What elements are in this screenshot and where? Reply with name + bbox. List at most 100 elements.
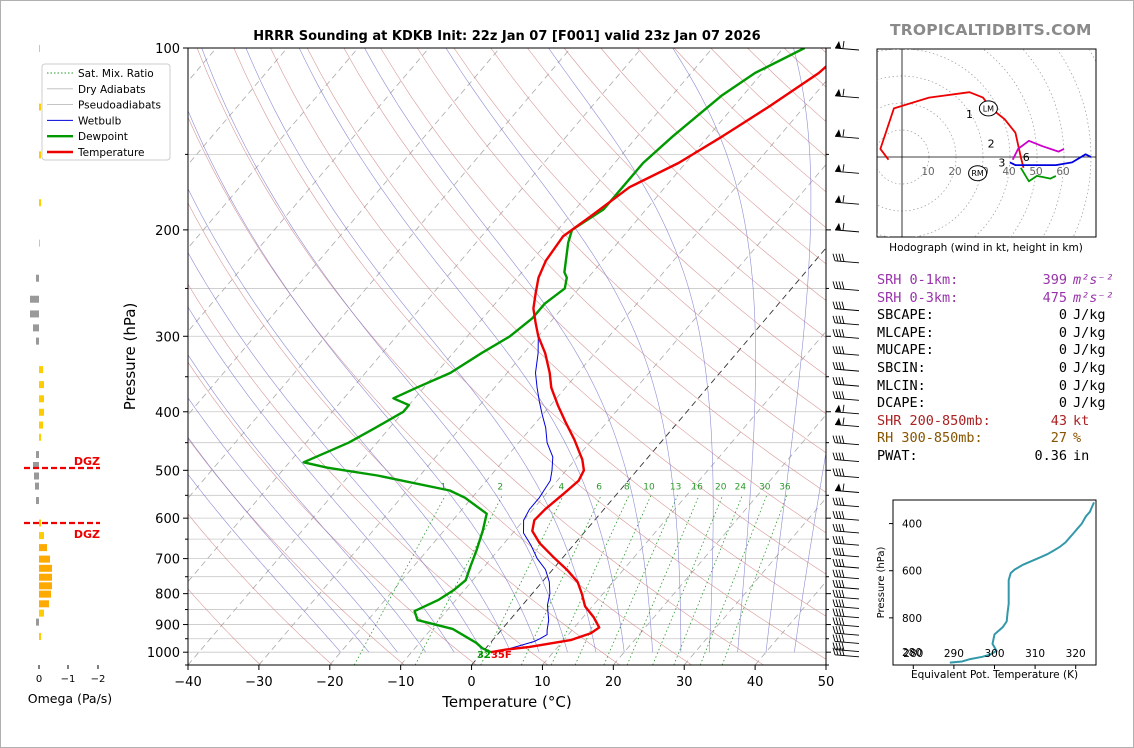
x-tick-label: 50 (818, 675, 835, 690)
wind-barb (832, 511, 860, 521)
surface-dewpoint-label: 32 (477, 650, 491, 661)
x-tick-label: 0 (467, 675, 475, 690)
wind-barb-feather (841, 253, 845, 262)
stats-row: MLCAPE: 0 J/kg (877, 325, 1127, 343)
hodograph-height-marker: 1 (966, 108, 973, 121)
x-tick-label: −20 (316, 675, 343, 690)
hodograph-trace (1020, 167, 1057, 183)
stats-row: SBCAPE: 0 J/kg (877, 307, 1127, 325)
stats-unit: in (1073, 447, 1090, 464)
wind-barb-feather (841, 626, 845, 635)
wind-barb (832, 315, 860, 326)
wind-barb-feather (841, 579, 845, 589)
wind-barb-feather (835, 536, 839, 544)
omega-bar (36, 337, 39, 345)
wind-barb-feather (841, 547, 845, 556)
dry-adiabat (188, 513, 333, 665)
wind-barb-feather (832, 547, 836, 555)
wind-barb-feather (835, 452, 839, 461)
stats-unit: m²s⁻² (1073, 289, 1114, 306)
wind-barb-feather (838, 452, 842, 461)
moist-adiabat (445, 48, 682, 653)
wind-barb (832, 647, 860, 658)
wind-barb (832, 569, 860, 580)
wind-barb (832, 589, 860, 600)
thetae-y-tick-label: 600 (902, 566, 922, 578)
wind-barb-feather (835, 253, 839, 262)
wind-barb-feather (838, 558, 842, 567)
wind-barbs (832, 40, 860, 658)
omega-bar (39, 151, 41, 159)
wind-barb-shaft (834, 383, 860, 387)
x-tick-label: 30 (676, 675, 693, 690)
wind-barb (832, 617, 860, 627)
omega-tick-label: −2 (91, 674, 106, 685)
wind-barb-feather (832, 511, 836, 519)
thetae-plot (949, 501, 1095, 664)
moist-adiabat (201, 48, 568, 653)
wind-barb-feather (835, 468, 839, 476)
legend-entry: Wetbulb (78, 115, 122, 127)
stats-row: SBCIN: 0 J/kg (877, 360, 1127, 378)
wind-barb (832, 253, 860, 264)
wind-barb-feather (838, 599, 842, 608)
isotherm-line (400, 163, 826, 665)
wind-barb-feather (842, 129, 845, 137)
omega-bar (36, 274, 39, 282)
x-tick-label: −30 (245, 675, 272, 690)
legend-entry: Dewpoint (78, 131, 128, 143)
moist-adiabat (188, 251, 483, 653)
moist-adiabat (672, 48, 756, 653)
moist-adiabat (245, 48, 597, 653)
stats-row: MUCAPE: 0 J/kg (877, 342, 1127, 360)
wind-barb (832, 376, 860, 387)
wind-barb-feather (838, 391, 842, 400)
omega-bar (33, 462, 39, 470)
dry-adiabat (188, 202, 621, 665)
wind-barb-feather (838, 435, 842, 444)
wind-barb-shaft (834, 424, 860, 428)
wind-barb-feather (832, 281, 836, 289)
brand-label: TROPICALTIDBITS.COM (890, 21, 1092, 39)
wind-barb-feather (838, 281, 842, 290)
wind-barb (834, 404, 860, 415)
wind-barb (832, 452, 860, 463)
wind-barb (832, 361, 860, 372)
stats-value: 0 (1058, 324, 1067, 341)
mixing-ratio-line (673, 495, 743, 665)
wind-barb-feather (841, 617, 845, 626)
wind-barb (832, 435, 860, 446)
mixing-ratio-label: 2 (497, 482, 503, 492)
mixing-ratio-label: 20 (715, 482, 727, 492)
thetae-y-label: Pressure (hPa) (876, 547, 887, 619)
wind-barb (834, 129, 860, 139)
hodograph-ring-label: 20 (948, 166, 961, 178)
stats-value: 0 (1058, 307, 1067, 324)
hodograph-ring-label: 40 (1002, 166, 1015, 178)
thetae-x-tick-label: 300 (984, 648, 1004, 660)
wind-barb-feather (832, 579, 836, 588)
wind-barb-feather (835, 361, 839, 370)
hodograph-trace (879, 91, 1025, 169)
wind-barb-feather (835, 435, 839, 444)
wind-barb-feather (832, 599, 836, 607)
mixing-ratio-line (626, 495, 700, 665)
wind-barb-feather (835, 558, 839, 567)
omega-bar (39, 609, 44, 617)
wind-barb-feather (842, 88, 845, 96)
temperature-line (490, 65, 826, 654)
stats-unit: % (1073, 430, 1082, 447)
wind-barb-shaft (834, 624, 860, 627)
wind-barb (834, 164, 860, 174)
wind-barb-feather (841, 523, 845, 532)
y-tick-label: 400 (155, 406, 180, 421)
wind-barb-feather (841, 511, 845, 520)
storm-motion-label: RM (971, 169, 984, 178)
dry-adiabat (527, 48, 826, 339)
wind-barb (834, 483, 860, 493)
wind-barb (832, 391, 860, 401)
wind-barb (832, 547, 860, 558)
thetae-x-tick-label: 290 (944, 648, 964, 660)
hodograph-trace (1009, 153, 1092, 166)
